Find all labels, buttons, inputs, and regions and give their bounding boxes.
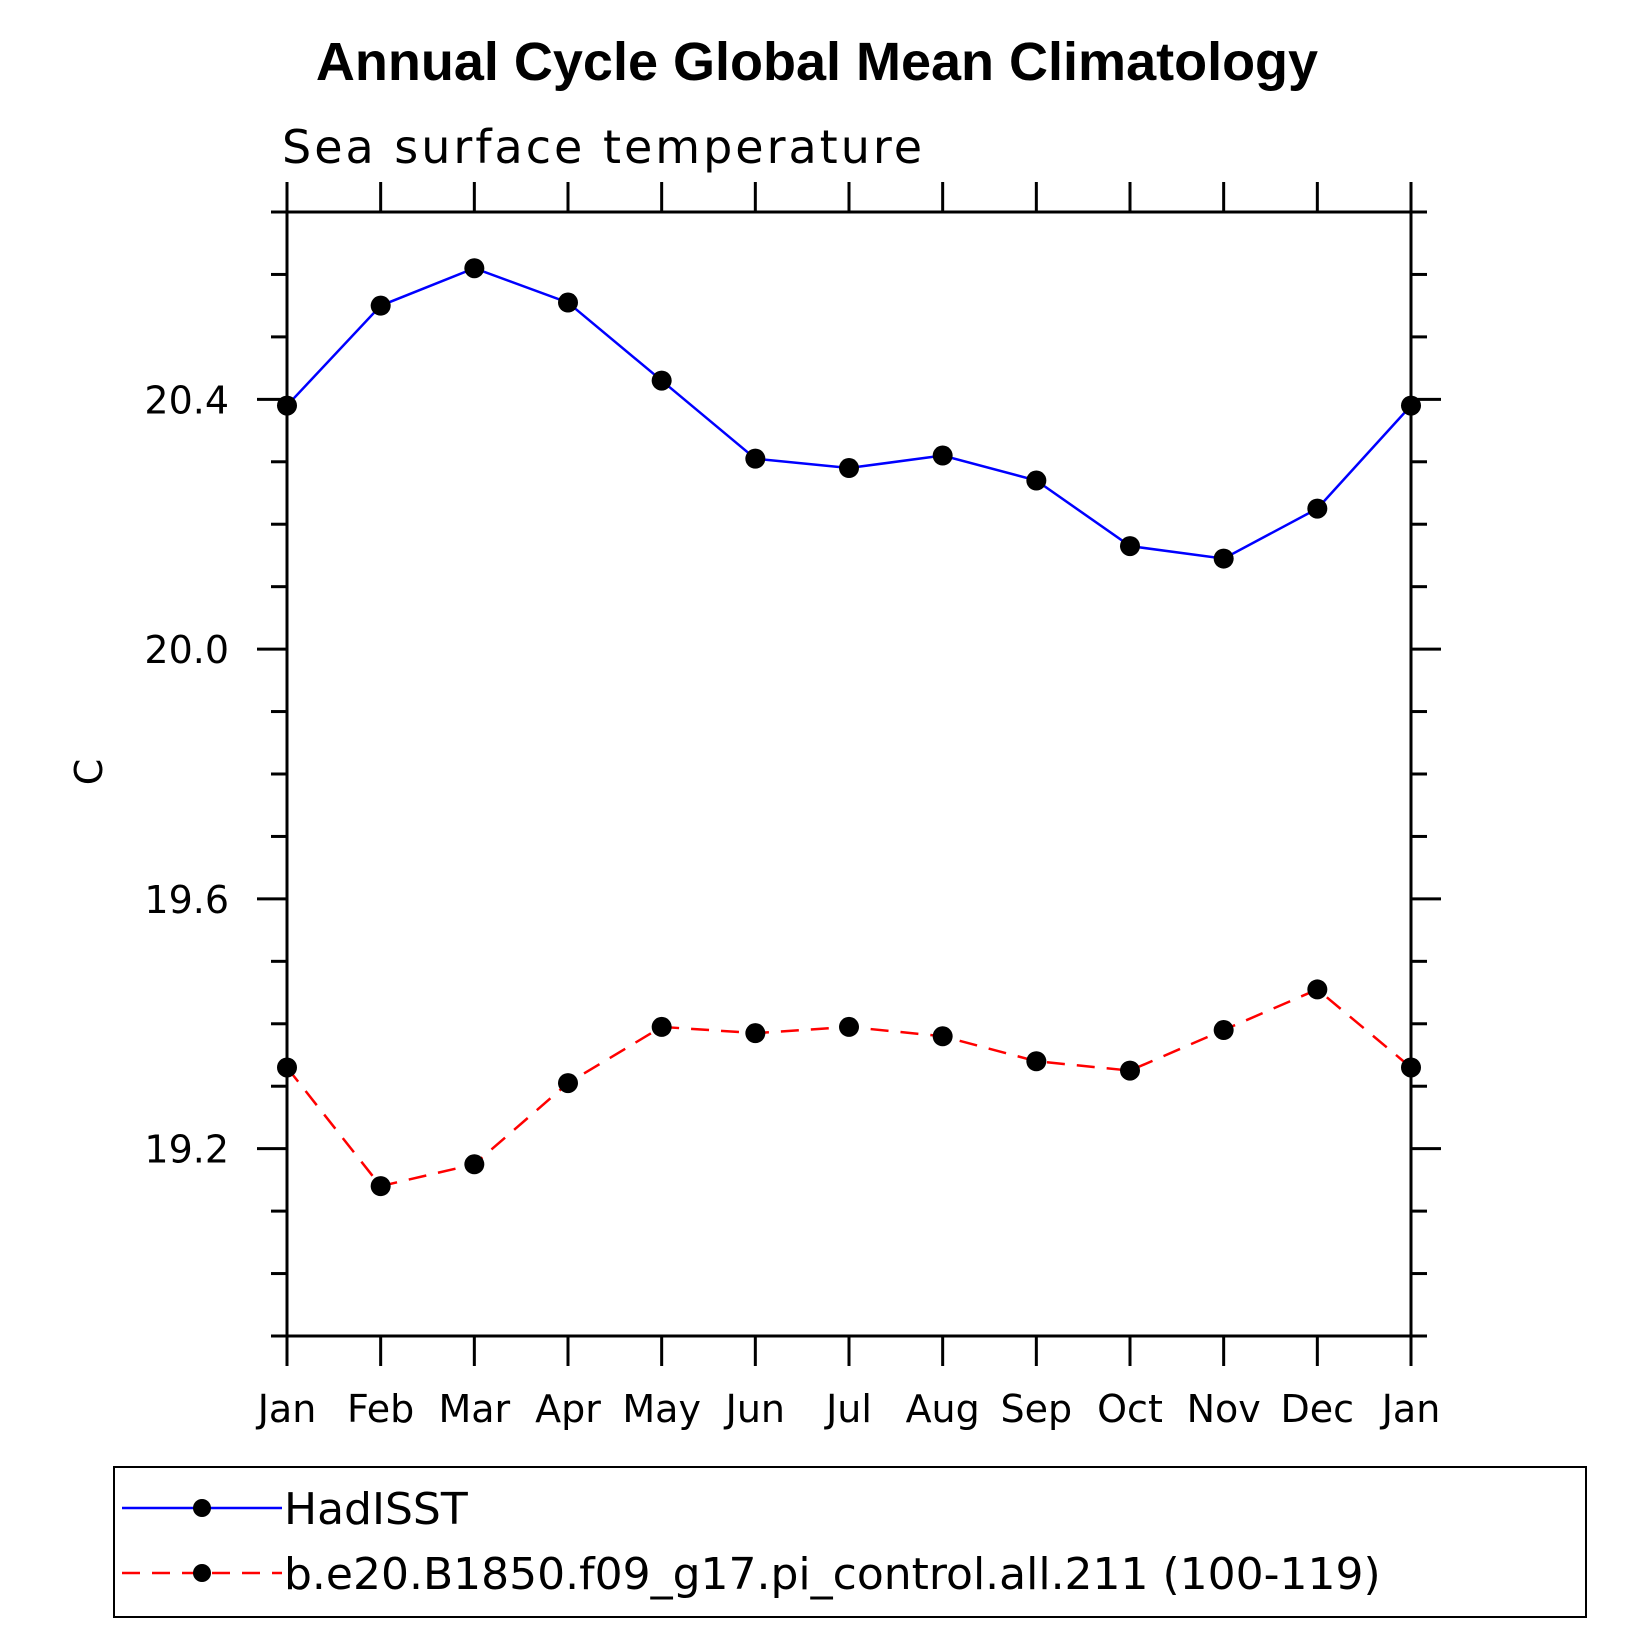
y-tick-label: 19.2 [144,1128,229,1172]
y-axis-label: C [67,759,111,786]
data-point [1026,470,1047,491]
data-point [839,1016,859,1037]
x-tick-label: Oct [1097,1387,1163,1431]
legend-marker-hadisst [193,1499,211,1517]
x-tick-label: Jan [256,1387,317,1431]
x-tick-label: Dec [1281,1387,1355,1431]
data-point [1401,1057,1421,1078]
x-tick-label: Jan [1380,1387,1441,1431]
x-tick-label: Aug [906,1387,980,1431]
legend: HadISST b.e20.B1850.f09_g17.pi_control.a… [113,1466,1587,1618]
data-point [464,258,485,279]
y-tick-labels: 20.4 20.0 19.6 19.2 [144,378,229,1171]
x-tick-label: Jun [724,1387,785,1431]
data-point [558,292,578,313]
x-tick-label: Jul [824,1387,872,1431]
data-point [277,1057,297,1078]
x-tick-label: Nov [1187,1387,1261,1431]
data-point [1401,395,1421,416]
plot-frame [285,210,1413,1338]
legend-marker-model [193,1564,211,1582]
y-tick-label: 20.4 [144,378,229,422]
data-point [1213,1020,1234,1041]
series-line-0 [286,266,1412,560]
data-point [464,1154,485,1175]
axis-ticks [257,182,1441,1366]
chart-title: Annual Cycle Global Mean Climatology [316,32,1318,92]
x-tick-label: Feb [347,1387,414,1431]
data-point [1120,536,1140,557]
x-tick-label: May [622,1387,701,1431]
data-point [839,458,859,479]
x-tick-label: Sep [1001,1387,1073,1431]
data-point [651,370,672,391]
data-point [745,448,766,469]
y-tick-label: 20.0 [144,628,229,672]
data-point [370,1176,391,1197]
x-tick-label: Mar [438,1387,510,1431]
legend-label-hadisst: HadISST [284,1484,468,1535]
legend-label-model: b.e20.B1850.f09_g17.pi_control.all.211 (… [284,1549,1381,1600]
data-point [558,1073,578,1094]
x-tick-label: Apr [535,1387,601,1431]
chart-subtitle: Sea surface temperature [282,120,925,174]
data-point [1026,1051,1047,1072]
data-point [1307,979,1328,1000]
data-point [651,1016,672,1037]
legend-box [113,1466,1587,1618]
data-point [1307,498,1328,519]
data-point [932,445,953,466]
y-tick-label: 19.6 [144,878,229,922]
data-point [1213,548,1234,569]
data-point [1120,1060,1140,1081]
series-layer [277,258,1421,1197]
data-point [745,1023,766,1044]
data-point [277,395,297,416]
data-point [932,1026,953,1047]
x-tick-labels: Jan Feb Mar Apr May Jun Jul Aug Sep Oct Nov Dec Jan [256,1387,1441,1431]
data-point [370,295,391,316]
